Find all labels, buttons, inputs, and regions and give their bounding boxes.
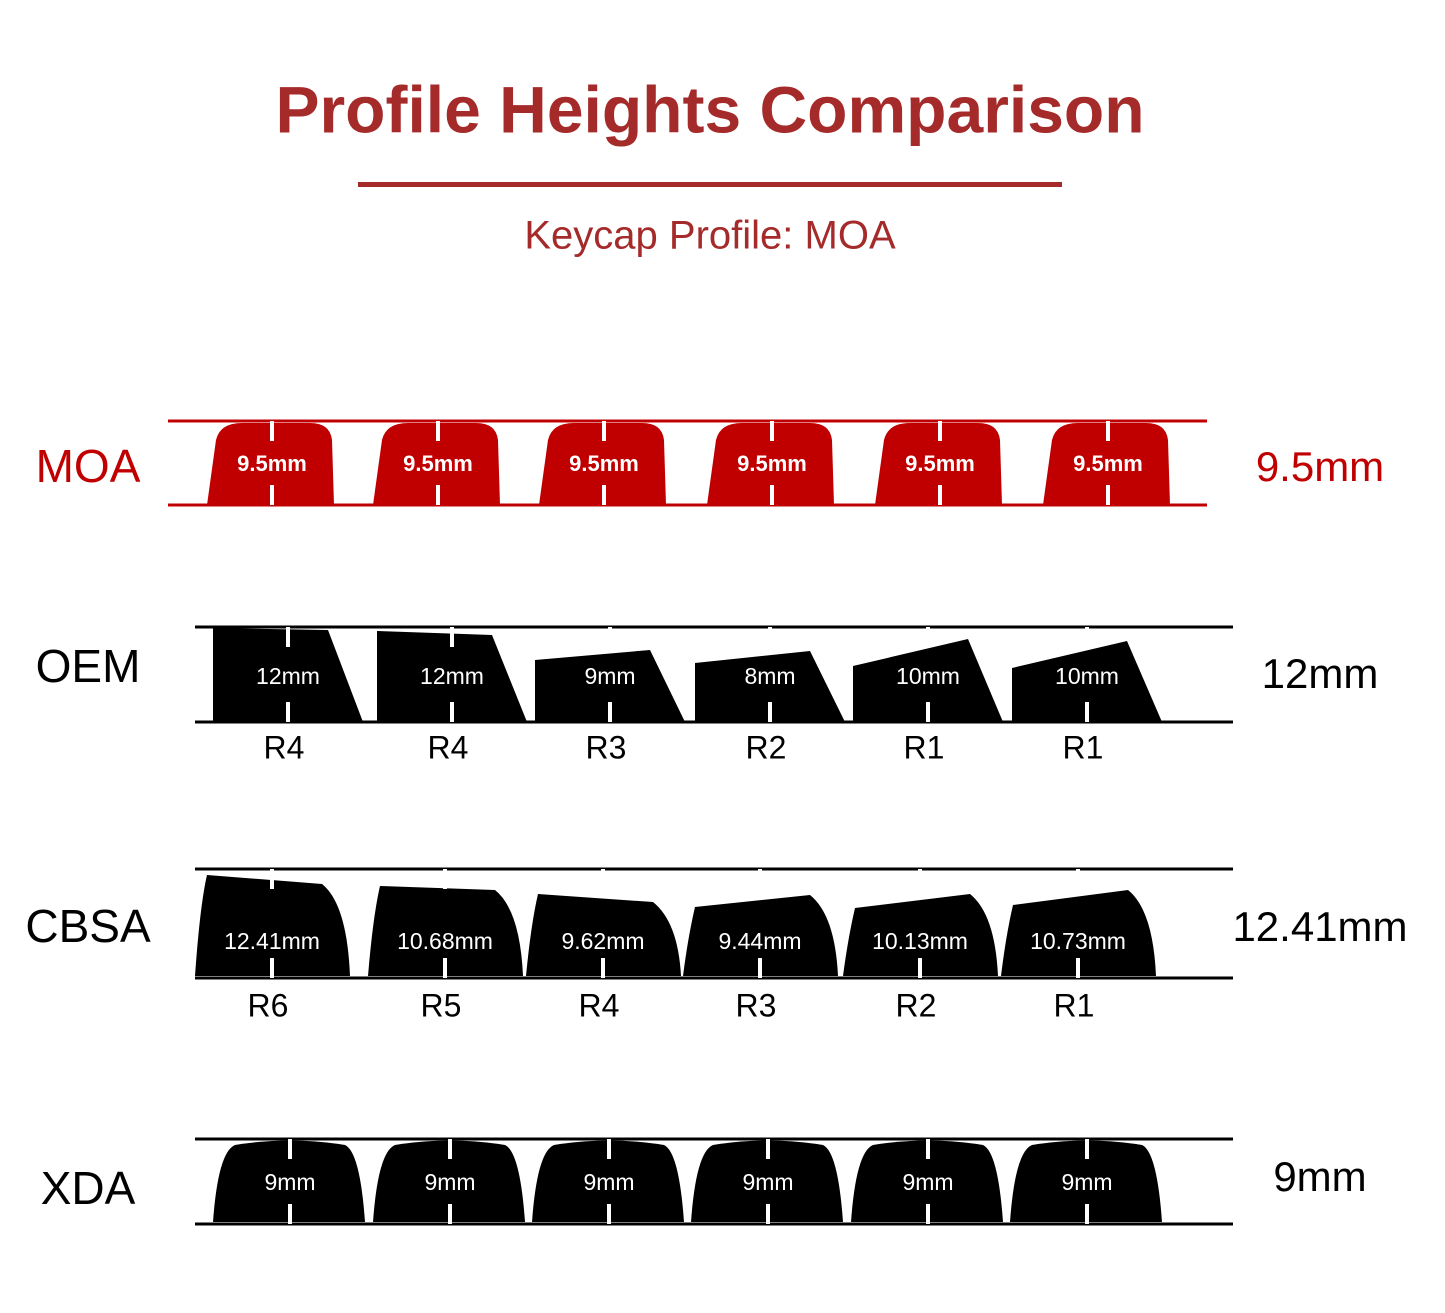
profile-name: XDA — [41, 1162, 136, 1214]
title: Profile Heights Comparison — [275, 72, 1144, 146]
keycap — [1043, 423, 1170, 505]
profile-name: OEM — [36, 640, 141, 692]
keycap — [1001, 890, 1156, 976]
profile-height: 12.41mm — [1232, 903, 1407, 950]
subtitle: Keycap Profile: MOA — [524, 214, 896, 258]
key-label: 9.5mm — [905, 451, 975, 476]
key-label: 9.62mm — [561, 928, 644, 954]
profile-height: 9mm — [1273, 1153, 1366, 1200]
key-label: 9.5mm — [569, 451, 639, 476]
row-label: R6 — [248, 987, 289, 1023]
key-label: 8mm — [744, 663, 795, 689]
key-label: 10mm — [1055, 663, 1119, 689]
keycap — [377, 631, 527, 722]
keycap — [539, 423, 666, 505]
row-label: R1 — [1054, 987, 1095, 1023]
keycap — [213, 628, 363, 722]
row-label: R1 — [1063, 729, 1104, 765]
row-label: R1 — [904, 729, 945, 765]
title-rule — [358, 182, 1062, 187]
keycap — [207, 423, 334, 505]
key-label: 10mm — [896, 663, 960, 689]
key-label: 9.44mm — [718, 928, 801, 954]
key-label: 12.41mm — [224, 928, 320, 954]
keycap — [875, 423, 1002, 505]
row-label: R3 — [586, 729, 627, 765]
key-label: 9mm — [264, 1169, 315, 1195]
keycap — [373, 423, 500, 505]
key-label: 9mm — [584, 663, 635, 689]
key-label: 9.5mm — [1073, 451, 1143, 476]
keycap — [853, 639, 1003, 722]
keycap — [695, 651, 845, 722]
keycap — [1012, 641, 1162, 722]
profile-height: 12mm — [1262, 650, 1379, 697]
key-label: 9.5mm — [237, 451, 307, 476]
key-label: 9mm — [902, 1169, 953, 1195]
key-label: 12mm — [256, 663, 320, 689]
keycap — [691, 1140, 843, 1222]
keycap — [195, 875, 350, 976]
keycap — [1010, 1140, 1162, 1222]
key-label: 9mm — [742, 1169, 793, 1195]
key-label: 10.13mm — [872, 928, 968, 954]
keycap — [707, 423, 834, 505]
row-label: R3 — [736, 987, 777, 1023]
row-label: R5 — [421, 987, 462, 1023]
row-label: R2 — [746, 729, 787, 765]
key-label: 9.5mm — [403, 451, 473, 476]
row-label: R4 — [579, 987, 620, 1023]
profile-height: 9.5mm — [1256, 443, 1384, 490]
row-label: R2 — [896, 987, 937, 1023]
keycap — [213, 1140, 365, 1222]
keycap — [843, 894, 998, 976]
keycap — [535, 650, 685, 722]
key-label: 9mm — [1061, 1169, 1112, 1195]
key-label: 10.73mm — [1030, 928, 1126, 954]
keycap — [368, 886, 523, 976]
row-label: R4 — [428, 729, 469, 765]
keycap — [532, 1140, 684, 1222]
keycap — [851, 1140, 1003, 1222]
profile-name: CBSA — [25, 900, 151, 952]
key-label: 9mm — [424, 1169, 475, 1195]
keycap — [683, 895, 838, 976]
key-label: 10.68mm — [397, 928, 493, 954]
row-label: R4 — [264, 729, 305, 765]
key-label: 9mm — [583, 1169, 634, 1195]
keycap — [373, 1140, 525, 1222]
key-label: 12mm — [420, 663, 484, 689]
key-label: 9.5mm — [737, 451, 807, 476]
profile-name: MOA — [36, 440, 141, 492]
keycap — [526, 894, 681, 976]
